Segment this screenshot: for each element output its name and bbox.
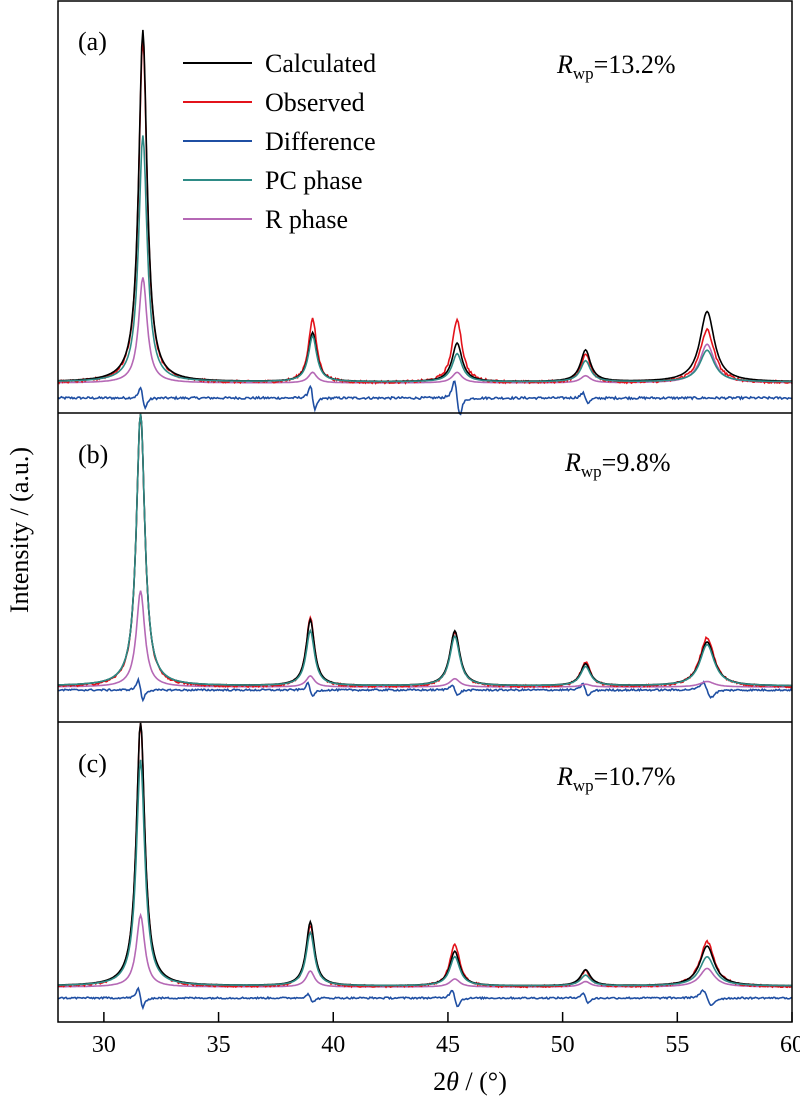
rwp-subscript-2: wp [573, 776, 594, 795]
legend-label-4: R phase [265, 205, 348, 234]
x-tick-label-35: 35 [207, 1032, 231, 1058]
panel-label-1: (b) [78, 440, 108, 469]
y-axis-label: Intensity / (a.u.) [5, 447, 34, 613]
x-tick-label-55: 55 [665, 1032, 689, 1058]
panel-label-2: (c) [78, 749, 107, 778]
rwp-subscript-1: wp [581, 462, 602, 481]
rwp-label-0: Rwp=13.2% [556, 50, 676, 83]
rwp-value-1: =9.8% [602, 448, 671, 477]
panel-label-0: (a) [78, 27, 107, 56]
rwp-symbol-0: R [556, 50, 573, 79]
rwp-symbol-2: R [556, 762, 573, 791]
x-tick-label-30: 30 [92, 1032, 116, 1058]
axes-layer: 30 35 40 45 50 55 60 [57, 0, 800, 1058]
legend: Calculated Observed Difference PC phase R ph… [183, 49, 376, 234]
x-tick-label-50: 50 [551, 1032, 575, 1058]
panels-layer: (a)Rwp=13.2%(b) Rwp=9.8%(c) Rwp=10.7% [57, 27, 793, 1011]
r-phase-curve-2 [58, 912, 792, 988]
rwp-label-1: Rwp=9.8% [564, 448, 671, 481]
pc-phase-curve-1 [58, 413, 792, 687]
pc-phase-curve-0 [58, 135, 792, 383]
r-phase-curve-0 [58, 277, 792, 384]
plot-frame [57, 0, 793, 1023]
panel-1: (b) Rwp=9.8% [57, 413, 793, 703]
panel-2: (c) Rwp=10.7% [57, 722, 793, 1011]
x-tick-label-40: 40 [321, 1032, 345, 1058]
observed-curve-1 [57, 413, 793, 689]
calculated-curve-1 [58, 413, 792, 687]
rwp-symbol-1: R [564, 448, 581, 477]
observed-curve-2 [57, 722, 793, 989]
r-phase-curve-1 [58, 590, 792, 688]
calculated-curve-2 [57, 722, 792, 987]
calculated-curve-0 [58, 29, 792, 383]
pc-phase-curve-2 [58, 759, 793, 987]
legend-label-0: Calculated [265, 49, 376, 78]
x-axis-label-theta: θ [446, 1067, 459, 1096]
x-axis-label-unit: / (°) [459, 1067, 507, 1096]
x-tick-label-60: 60 [780, 1032, 800, 1058]
legend-label-1: Observed [265, 88, 365, 117]
rwp-value-0: =13.2% [594, 50, 676, 79]
difference-curve-2 [57, 986, 793, 1011]
x-axis-label-prefix: 2 [433, 1067, 446, 1096]
legend-label-2: Difference [265, 127, 376, 156]
x-axis-label: 2θ / (°) [433, 1067, 507, 1096]
legend-label-3: PC phase [265, 166, 363, 195]
difference-curve-0 [57, 380, 793, 416]
difference-curve-1 [57, 676, 793, 703]
x-tick-label-45: 45 [436, 1032, 460, 1058]
rwp-value-2: =10.7% [594, 762, 676, 791]
rwp-subscript-0: wp [573, 64, 594, 83]
panel-0: (a) Rwp=13.2% [57, 27, 793, 416]
rwp-label-2: Rwp=10.7% [556, 762, 676, 795]
observed-curve-0 [57, 38, 793, 385]
